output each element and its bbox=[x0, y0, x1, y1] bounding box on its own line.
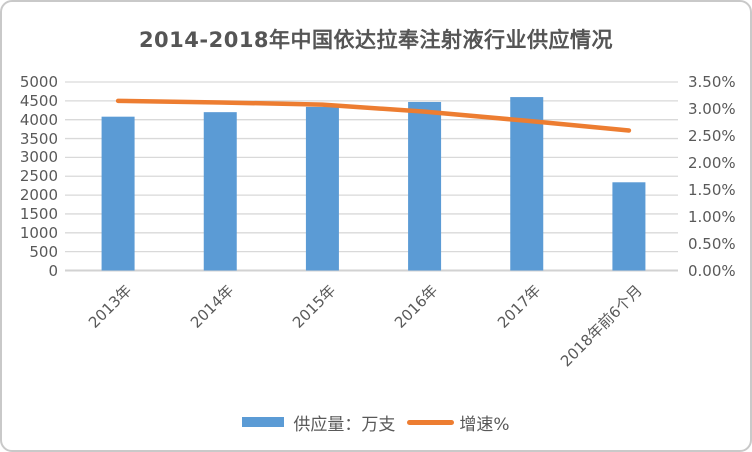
right-axis-tick: 3.00% bbox=[688, 99, 736, 118]
right-axis-tick: 0.50% bbox=[688, 234, 736, 253]
bar-2016年 bbox=[408, 101, 442, 271]
left-axis-tick: 4000 bbox=[19, 110, 58, 129]
right-axis-tick: 2.50% bbox=[688, 126, 736, 145]
left-axis-tick: 2500 bbox=[19, 167, 58, 186]
left-axis-tick: 2000 bbox=[19, 186, 58, 205]
left-axis-tick: 0 bbox=[48, 261, 58, 280]
legend-line-swatch bbox=[407, 419, 455, 425]
bar-2015年 bbox=[305, 106, 339, 271]
left-axis-tick: 3500 bbox=[19, 129, 58, 148]
right-axis-tick: 0.00% bbox=[688, 261, 736, 280]
left-axis-tick: 1000 bbox=[19, 223, 58, 242]
legend-bar-swatch bbox=[242, 417, 285, 427]
right-axis-tick: 3.50% bbox=[688, 73, 736, 91]
legend-bar-label: 供应量：万支 bbox=[293, 414, 396, 435]
bar-2018年前6个月 bbox=[612, 182, 646, 271]
left-axis-tick: 4500 bbox=[19, 91, 58, 110]
left-axis-tick: 5000 bbox=[19, 73, 58, 91]
growth-line bbox=[115, 98, 632, 133]
bar-2014年 bbox=[203, 112, 237, 271]
left-axis-tick: 1500 bbox=[19, 204, 58, 223]
left-axis-tick: 3000 bbox=[19, 148, 58, 167]
bar-2017年 bbox=[510, 97, 544, 271]
left-axis-tick: 500 bbox=[29, 242, 58, 261]
legend-line-label: 增速% bbox=[459, 414, 510, 435]
right-axis-tick: 1.50% bbox=[688, 180, 736, 199]
right-axis-tick: 1.00% bbox=[688, 207, 736, 226]
right-axis-tick: 2.00% bbox=[688, 153, 736, 172]
chart-title: 2014-2018年中国依达拉奉注射液行业供应情况 bbox=[138, 28, 614, 52]
bar-2013年 bbox=[101, 116, 135, 271]
legend: 供应量：万支 增速% bbox=[2, 410, 750, 435]
